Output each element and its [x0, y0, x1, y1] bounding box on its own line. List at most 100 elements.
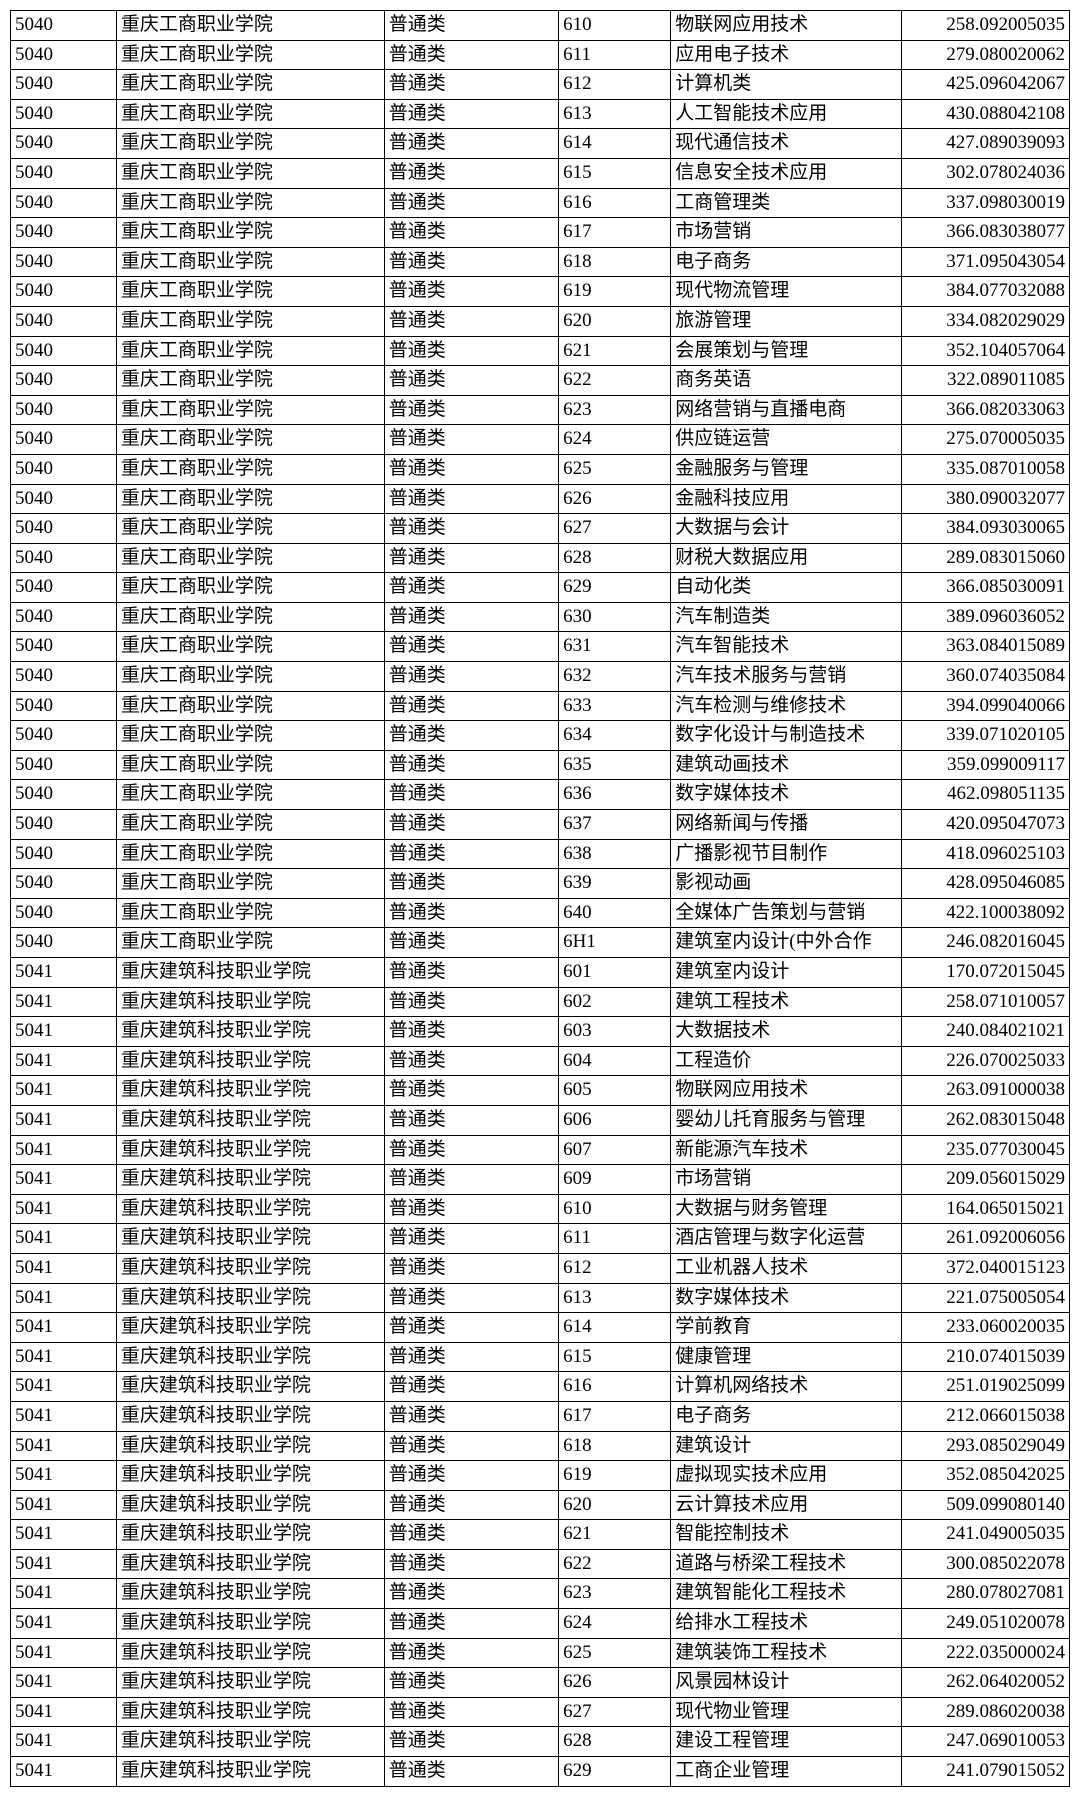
- cell-major: 汽车检测与维修技术: [671, 691, 901, 721]
- cell-major_code: 618: [559, 1431, 671, 1461]
- cell-category: 普通类: [384, 1401, 558, 1431]
- table-row: 5040重庆工商职业学院普通类637网络新闻与传播420.095047073: [11, 810, 1070, 840]
- cell-major_code: 624: [559, 425, 671, 455]
- cell-category: 普通类: [384, 1372, 558, 1402]
- cell-category: 普通类: [384, 1076, 558, 1106]
- cell-code: 5040: [11, 306, 117, 336]
- cell-score: 322.089011085: [901, 366, 1069, 396]
- cell-school: 重庆工商职业学院: [116, 366, 384, 396]
- cell-category: 普通类: [384, 1342, 558, 1372]
- cell-category: 普通类: [384, 40, 558, 70]
- cell-category: 普通类: [384, 1727, 558, 1757]
- cell-school: 重庆建筑科技职业学院: [116, 1342, 384, 1372]
- cell-school: 重庆建筑科技职业学院: [116, 1727, 384, 1757]
- cell-school: 重庆工商职业学院: [116, 247, 384, 277]
- table-row: 5041重庆建筑科技职业学院普通类621智能控制技术241.049005035: [11, 1520, 1070, 1550]
- table-row: 5040重庆工商职业学院普通类630汽车制造类389.096036052: [11, 602, 1070, 632]
- cell-score: 289.083015060: [901, 543, 1069, 573]
- cell-major: 影视动画: [671, 869, 901, 899]
- cell-score: 221.075005054: [901, 1283, 1069, 1313]
- cell-code: 5040: [11, 898, 117, 928]
- cell-major: 建筑工程技术: [671, 987, 901, 1017]
- cell-score: 247.069010053: [901, 1727, 1069, 1757]
- cell-category: 普通类: [384, 425, 558, 455]
- cell-score: 366.082033063: [901, 395, 1069, 425]
- cell-major_code: 631: [559, 632, 671, 662]
- table-row: 5040重庆工商职业学院普通类626金融科技应用380.090032077: [11, 484, 1070, 514]
- cell-category: 普通类: [384, 898, 558, 928]
- cell-code: 5041: [11, 1727, 117, 1757]
- cell-major: 数字媒体技术: [671, 780, 901, 810]
- table-row: 5040重庆工商职业学院普通类628财税大数据应用289.083015060: [11, 543, 1070, 573]
- cell-score: 302.078024036: [901, 158, 1069, 188]
- cell-code: 5041: [11, 1372, 117, 1402]
- cell-score: 251.019025099: [901, 1372, 1069, 1402]
- table-row: 5040重庆工商职业学院普通类629自动化类366.085030091: [11, 573, 1070, 603]
- cell-major: 财税大数据应用: [671, 543, 901, 573]
- cell-major_code: 615: [559, 1342, 671, 1372]
- cell-major_code: 629: [559, 573, 671, 603]
- table-row: 5040重庆工商职业学院普通类614现代通信技术427.089039093: [11, 129, 1070, 159]
- cell-category: 普通类: [384, 869, 558, 899]
- cell-category: 普通类: [384, 1253, 558, 1283]
- cell-score: 384.077032088: [901, 277, 1069, 307]
- cell-code: 5040: [11, 573, 117, 603]
- cell-school: 重庆工商职业学院: [116, 602, 384, 632]
- cell-score: 164.065015021: [901, 1194, 1069, 1224]
- cell-code: 5041: [11, 1283, 117, 1313]
- cell-category: 普通类: [384, 780, 558, 810]
- table-row: 5040重庆工商职业学院普通类625金融服务与管理335.087010058: [11, 454, 1070, 484]
- cell-code: 5041: [11, 1520, 117, 1550]
- cell-category: 普通类: [384, 514, 558, 544]
- table-body: 5040重庆工商职业学院普通类610物联网应用技术258.09200503550…: [11, 11, 1070, 1787]
- cell-category: 普通类: [384, 1046, 558, 1076]
- cell-score: 212.066015038: [901, 1401, 1069, 1431]
- cell-score: 359.099009117: [901, 750, 1069, 780]
- table-row: 5040重庆工商职业学院普通类624供应链运营275.070005035: [11, 425, 1070, 455]
- cell-score: 425.096042067: [901, 70, 1069, 100]
- cell-category: 普通类: [384, 1638, 558, 1668]
- cell-code: 5040: [11, 218, 117, 248]
- cell-category: 普通类: [384, 1609, 558, 1639]
- cell-major_code: 613: [559, 1283, 671, 1313]
- table-row: 5041重庆建筑科技职业学院普通类623建筑智能化工程技术280.0780270…: [11, 1579, 1070, 1609]
- cell-major: 建筑动画技术: [671, 750, 901, 780]
- cell-school: 重庆建筑科技职业学院: [116, 958, 384, 988]
- cell-score: 389.096036052: [901, 602, 1069, 632]
- cell-major_code: 630: [559, 602, 671, 632]
- cell-school: 重庆工商职业学院: [116, 40, 384, 70]
- cell-school: 重庆工商职业学院: [116, 336, 384, 366]
- cell-category: 普通类: [384, 958, 558, 988]
- cell-score: 420.095047073: [901, 810, 1069, 840]
- cell-major: 计算机网络技术: [671, 1372, 901, 1402]
- cell-score: 275.070005035: [901, 425, 1069, 455]
- cell-school: 重庆建筑科技职业学院: [116, 1401, 384, 1431]
- cell-school: 重庆建筑科技职业学院: [116, 1224, 384, 1254]
- cell-major_code: 622: [559, 366, 671, 396]
- cell-code: 5041: [11, 1135, 117, 1165]
- cell-category: 普通类: [384, 99, 558, 129]
- table-row: 5040重庆工商职业学院普通类639影视动画428.095046085: [11, 869, 1070, 899]
- cell-school: 重庆工商职业学院: [116, 780, 384, 810]
- cell-school: 重庆建筑科技职业学院: [116, 1431, 384, 1461]
- cell-category: 普通类: [384, 1105, 558, 1135]
- cell-major_code: 616: [559, 188, 671, 218]
- cell-major: 建筑装饰工程技术: [671, 1638, 901, 1668]
- table-row: 5041重庆建筑科技职业学院普通类605物联网应用技术263.091000038: [11, 1076, 1070, 1106]
- cell-school: 重庆建筑科技职业学院: [116, 1135, 384, 1165]
- cell-school: 重庆工商职业学院: [116, 218, 384, 248]
- table-row: 5040重庆工商职业学院普通类618电子商务371.095043054: [11, 247, 1070, 277]
- cell-major_code: 620: [559, 306, 671, 336]
- cell-category: 普通类: [384, 543, 558, 573]
- cell-major: 金融科技应用: [671, 484, 901, 514]
- cell-major: 现代物流管理: [671, 277, 901, 307]
- cell-school: 重庆工商职业学院: [116, 839, 384, 869]
- cell-major: 全媒体广告策划与营销: [671, 898, 901, 928]
- cell-category: 普通类: [384, 573, 558, 603]
- cell-major: 给排水工程技术: [671, 1609, 901, 1639]
- cell-school: 重庆工商职业学院: [116, 662, 384, 692]
- table-row: 5041重庆建筑科技职业学院普通类615健康管理210.074015039: [11, 1342, 1070, 1372]
- cell-category: 普通类: [384, 721, 558, 751]
- table-row: 5040重庆工商职业学院普通类635建筑动画技术359.099009117: [11, 750, 1070, 780]
- table-row: 5040重庆工商职业学院普通类632汽车技术服务与营销360.074035084: [11, 662, 1070, 692]
